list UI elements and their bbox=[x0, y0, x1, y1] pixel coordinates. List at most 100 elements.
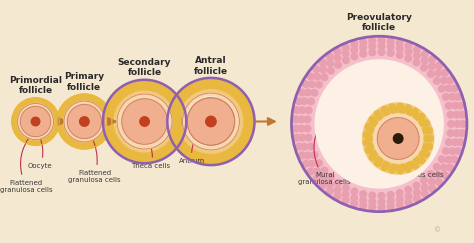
Circle shape bbox=[239, 101, 245, 107]
Circle shape bbox=[173, 99, 178, 104]
Circle shape bbox=[86, 97, 90, 101]
Circle shape bbox=[308, 98, 314, 104]
Circle shape bbox=[172, 94, 177, 100]
Circle shape bbox=[319, 182, 326, 189]
Circle shape bbox=[102, 136, 106, 139]
Circle shape bbox=[382, 164, 388, 171]
Circle shape bbox=[174, 140, 180, 145]
Circle shape bbox=[28, 99, 31, 102]
Circle shape bbox=[374, 111, 381, 117]
Circle shape bbox=[181, 142, 187, 148]
Circle shape bbox=[304, 89, 311, 96]
Circle shape bbox=[169, 91, 174, 96]
Circle shape bbox=[12, 98, 59, 145]
Circle shape bbox=[55, 113, 58, 116]
Circle shape bbox=[73, 96, 77, 99]
Circle shape bbox=[363, 103, 434, 174]
Circle shape bbox=[140, 117, 149, 126]
Circle shape bbox=[19, 133, 22, 136]
Circle shape bbox=[53, 122, 56, 126]
Circle shape bbox=[167, 78, 255, 165]
Circle shape bbox=[389, 167, 395, 173]
Circle shape bbox=[72, 140, 76, 143]
Circle shape bbox=[383, 109, 390, 116]
Circle shape bbox=[171, 134, 176, 140]
Circle shape bbox=[173, 106, 179, 111]
Circle shape bbox=[35, 139, 38, 142]
Circle shape bbox=[169, 139, 175, 145]
Circle shape bbox=[242, 97, 248, 102]
Circle shape bbox=[453, 130, 460, 137]
Circle shape bbox=[72, 100, 76, 103]
Circle shape bbox=[55, 115, 59, 118]
Circle shape bbox=[43, 100, 46, 103]
Circle shape bbox=[39, 101, 43, 104]
Circle shape bbox=[150, 81, 155, 86]
Circle shape bbox=[128, 83, 133, 88]
Circle shape bbox=[91, 140, 95, 144]
Circle shape bbox=[52, 127, 55, 130]
Circle shape bbox=[237, 148, 242, 153]
Circle shape bbox=[405, 105, 411, 111]
Circle shape bbox=[105, 117, 109, 120]
Circle shape bbox=[88, 95, 91, 98]
Circle shape bbox=[33, 98, 36, 101]
Circle shape bbox=[351, 41, 358, 48]
Circle shape bbox=[91, 99, 95, 103]
Circle shape bbox=[24, 100, 27, 104]
Circle shape bbox=[327, 53, 333, 60]
Circle shape bbox=[301, 98, 308, 104]
Circle shape bbox=[237, 140, 242, 146]
Circle shape bbox=[308, 143, 314, 150]
Circle shape bbox=[25, 137, 28, 140]
Circle shape bbox=[104, 134, 108, 137]
Circle shape bbox=[172, 136, 177, 141]
Circle shape bbox=[81, 97, 84, 101]
Circle shape bbox=[334, 48, 341, 55]
Circle shape bbox=[152, 152, 157, 157]
Circle shape bbox=[343, 57, 349, 63]
Circle shape bbox=[292, 125, 300, 132]
Circle shape bbox=[22, 138, 25, 141]
Circle shape bbox=[12, 124, 15, 127]
Circle shape bbox=[104, 112, 109, 118]
Circle shape bbox=[241, 132, 247, 138]
Circle shape bbox=[61, 124, 64, 128]
Circle shape bbox=[229, 84, 235, 90]
Circle shape bbox=[423, 135, 430, 142]
Circle shape bbox=[62, 135, 65, 138]
Circle shape bbox=[117, 89, 122, 95]
Circle shape bbox=[162, 152, 167, 157]
Circle shape bbox=[86, 142, 90, 146]
Circle shape bbox=[178, 91, 184, 97]
Circle shape bbox=[160, 89, 165, 95]
Circle shape bbox=[60, 118, 64, 122]
Circle shape bbox=[412, 108, 419, 115]
Circle shape bbox=[57, 124, 61, 128]
Circle shape bbox=[193, 81, 199, 87]
Circle shape bbox=[16, 133, 19, 136]
Circle shape bbox=[449, 93, 456, 100]
Circle shape bbox=[49, 136, 53, 139]
Circle shape bbox=[39, 139, 43, 142]
Circle shape bbox=[108, 123, 111, 126]
Circle shape bbox=[441, 164, 447, 171]
Circle shape bbox=[363, 139, 370, 146]
Circle shape bbox=[21, 105, 24, 109]
Circle shape bbox=[137, 157, 142, 163]
Wedge shape bbox=[186, 97, 215, 146]
Circle shape bbox=[211, 78, 217, 84]
Circle shape bbox=[457, 139, 464, 146]
Circle shape bbox=[418, 113, 425, 120]
Circle shape bbox=[387, 50, 394, 56]
Circle shape bbox=[421, 177, 428, 183]
Circle shape bbox=[106, 108, 109, 112]
Circle shape bbox=[382, 106, 388, 113]
Circle shape bbox=[150, 157, 155, 162]
Circle shape bbox=[196, 85, 201, 91]
Circle shape bbox=[174, 130, 180, 136]
Circle shape bbox=[200, 154, 206, 159]
Circle shape bbox=[185, 85, 191, 91]
Circle shape bbox=[422, 127, 428, 134]
Circle shape bbox=[369, 192, 375, 199]
